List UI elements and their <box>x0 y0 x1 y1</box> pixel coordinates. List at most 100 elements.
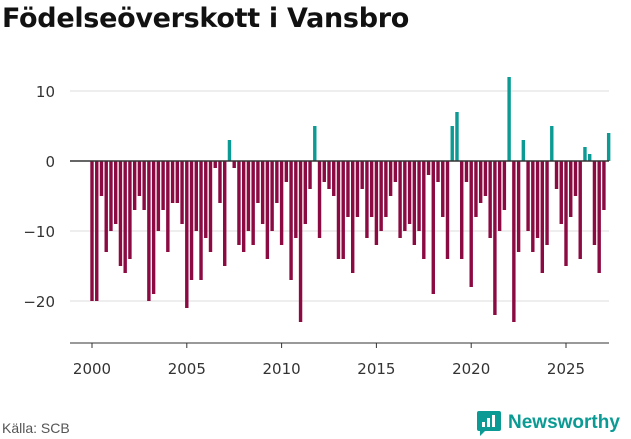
axis-layer: −20 −10 0 10 2000 2005 2010 2015 2020 2025 <box>23 83 609 378</box>
bar <box>227 140 232 161</box>
bar <box>469 161 473 287</box>
page-title: Födelseöverskott i Vansbro <box>2 3 409 34</box>
bar <box>384 161 388 217</box>
bar <box>521 140 526 161</box>
bar <box>407 161 412 224</box>
bar <box>170 161 175 203</box>
bar <box>213 161 217 168</box>
bar <box>535 161 540 238</box>
bar <box>104 161 108 252</box>
bar <box>346 161 350 217</box>
bar <box>365 161 369 238</box>
bar <box>237 161 241 245</box>
bar <box>218 161 222 203</box>
bar <box>431 161 435 294</box>
x-tick-label: 2025 <box>547 360 585 378</box>
bar <box>597 161 601 273</box>
bar <box>185 161 189 308</box>
bar <box>180 161 184 224</box>
bar <box>602 161 606 210</box>
bar <box>455 112 459 161</box>
bar <box>161 161 165 210</box>
bar <box>350 161 355 273</box>
y-tick-label: 10 <box>36 83 55 101</box>
bar <box>123 161 127 273</box>
bar <box>564 161 568 266</box>
bar <box>142 161 146 210</box>
y-tick-label: 0 <box>45 153 55 171</box>
bar <box>265 161 270 259</box>
bar <box>417 161 421 231</box>
bar <box>313 126 317 161</box>
bar <box>488 161 492 238</box>
bar <box>512 161 516 322</box>
bar <box>336 161 341 259</box>
bar <box>109 161 113 231</box>
bar <box>360 161 364 189</box>
bar <box>450 126 454 161</box>
bar <box>166 161 170 252</box>
bar <box>151 161 156 294</box>
bar <box>369 161 374 217</box>
x-tick-label: 2010 <box>263 360 301 378</box>
bar <box>260 161 265 224</box>
bar <box>426 161 431 175</box>
bar <box>403 161 407 231</box>
bar <box>388 161 393 196</box>
bar-layer <box>90 77 611 322</box>
bar <box>128 161 132 259</box>
bar <box>460 161 464 259</box>
bar <box>341 161 345 259</box>
bar <box>332 161 336 196</box>
bar <box>137 161 142 196</box>
bar <box>199 161 203 280</box>
brand-logo[interactable]: Newsworthy <box>476 408 620 438</box>
bar <box>578 161 582 259</box>
bar <box>464 161 469 182</box>
bar <box>559 161 563 224</box>
x-tick-label: 2000 <box>73 360 111 378</box>
bar <box>298 161 303 322</box>
bar <box>232 161 236 168</box>
bar <box>175 161 180 203</box>
bar <box>303 161 308 224</box>
bar <box>327 161 331 189</box>
bar <box>147 161 151 301</box>
bar <box>279 161 284 245</box>
bar <box>436 161 440 182</box>
x-tick-label: 2015 <box>357 360 395 378</box>
y-tick-label: −20 <box>23 293 55 311</box>
bar <box>289 161 293 280</box>
bar <box>99 161 104 196</box>
bar <box>587 154 592 161</box>
bar <box>118 161 123 266</box>
bar <box>554 161 559 189</box>
bar <box>478 161 483 203</box>
source-label: Källa: SCB <box>2 420 70 436</box>
bar <box>275 161 279 203</box>
bar <box>322 161 326 182</box>
bar <box>355 161 360 217</box>
bar <box>246 161 251 231</box>
bar <box>445 161 450 259</box>
brand-name: Newsworthy <box>508 412 620 433</box>
bar <box>606 133 611 161</box>
bar <box>294 161 298 238</box>
bar <box>573 161 578 196</box>
bar <box>474 161 478 217</box>
bar <box>204 161 208 238</box>
bar <box>550 126 554 161</box>
bar <box>502 161 507 210</box>
bar <box>569 161 573 217</box>
y-tick-label: −10 <box>23 223 55 241</box>
bar <box>531 161 535 252</box>
bar <box>483 161 488 196</box>
bar <box>540 161 545 273</box>
bar <box>90 161 94 301</box>
newsworthy-logo-icon <box>477 411 501 436</box>
bar <box>208 161 213 252</box>
bar <box>317 161 322 238</box>
x-tick-label: 2005 <box>168 360 206 378</box>
bar <box>441 161 445 217</box>
